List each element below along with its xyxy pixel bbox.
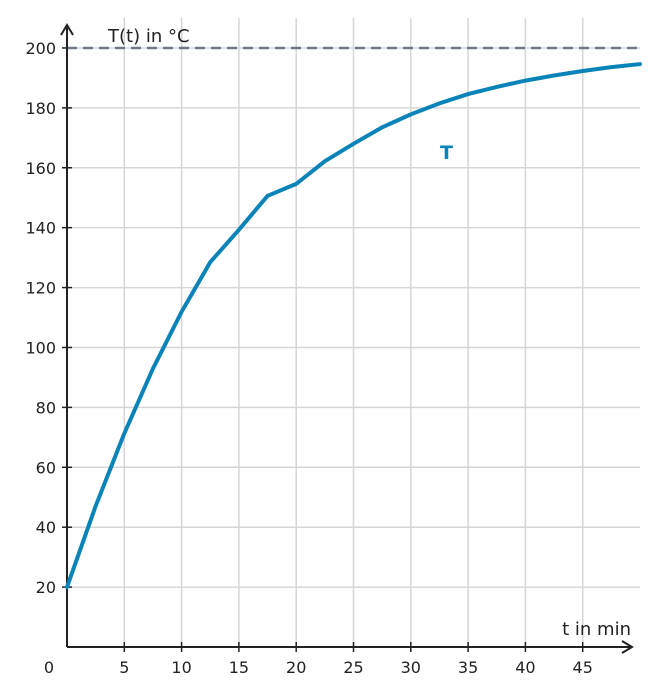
y-tick-label: 140 xyxy=(25,219,56,238)
x-tick-labels: 0 5 10 15 20 25 30 35 40 45 xyxy=(44,658,593,677)
y-tick-label: 200 xyxy=(25,39,56,58)
y-tick-label: 60 xyxy=(36,458,56,477)
y-tick-label: 180 xyxy=(25,99,56,118)
x-axis-arrow-icon xyxy=(621,640,634,654)
series-label-T: T xyxy=(440,142,453,164)
y-tick-label: 80 xyxy=(36,398,56,417)
y-tick-label: 100 xyxy=(25,338,56,357)
x-tick-label: 20 xyxy=(286,658,306,677)
y-axis-arrow-icon xyxy=(60,23,74,36)
axes xyxy=(60,23,634,654)
y-tick-label: 20 xyxy=(36,578,56,597)
x-tick-label: 35 xyxy=(458,658,478,677)
y-tick-label: 160 xyxy=(25,159,56,178)
x-tick-label: 30 xyxy=(401,658,421,677)
y-tick-labels: 20 40 60 80 100 120 140 160 180 200 xyxy=(25,39,56,597)
x-tick-label: 45 xyxy=(573,658,593,677)
series-line-T xyxy=(65,62,642,590)
y-tick-label: 40 xyxy=(36,518,56,537)
grid xyxy=(62,18,640,652)
x-tick-label: 40 xyxy=(515,658,535,677)
x-tick-label: 15 xyxy=(229,658,249,677)
x-tick-label: 10 xyxy=(171,658,191,677)
x-tick-label: 25 xyxy=(343,658,363,677)
y-tick-label: 120 xyxy=(25,279,56,298)
x-axis-label: t in min xyxy=(562,619,631,640)
y-axis-label: T(t) in °C xyxy=(107,26,190,47)
x-tick-label: 0 xyxy=(44,658,54,677)
x-tick-label: 5 xyxy=(119,658,129,677)
